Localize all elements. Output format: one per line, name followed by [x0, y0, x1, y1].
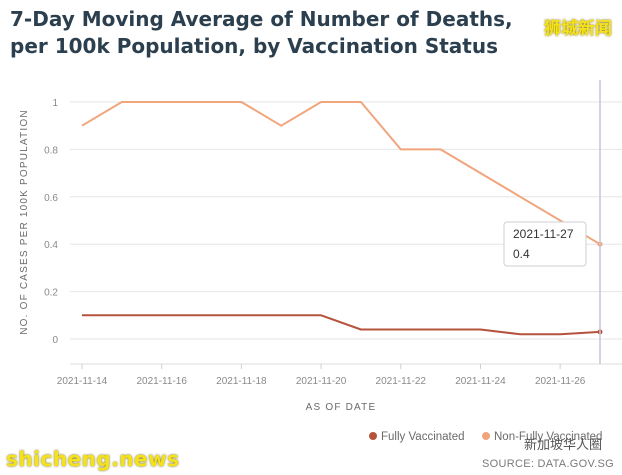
source-note: SOURCE: DATA.GOV.SG — [481, 458, 614, 470]
x-tick-labels: 2021-11-14 2021-11-16 2021-11-18 2021-11-20… — [57, 364, 586, 387]
y-axis-label: NO. OF CASES PER 100K POPULATION — [19, 109, 30, 335]
legend-label-fully-vaccinated[interactable]: Fully Vaccinated — [381, 431, 465, 443]
legend-swatch-non-fully-vaccinated — [482, 432, 490, 440]
series-lines — [81, 101, 603, 336]
y-tick-label: 0.2 — [44, 288, 58, 299]
y-tick-label: 0.4 — [44, 240, 58, 251]
y-tick-label: 0.6 — [44, 193, 58, 204]
y-tick-labels: 0 0.2 0.4 0.6 0.8 1 — [44, 98, 58, 346]
tooltip-date: 2021-11-27 — [513, 227, 574, 241]
x-tick-label: 2021-11-24 — [455, 376, 506, 387]
series-line-fully-vaccinated[interactable] — [82, 314, 601, 336]
tooltip: 2021-11-27 0.4 — [503, 221, 587, 267]
y-tick-label: 0.8 — [44, 145, 58, 156]
watermark-top-right: 狮城新闻 — [544, 19, 612, 39]
tooltip-box — [503, 221, 587, 267]
x-tick-label: 2021-11-22 — [376, 376, 427, 387]
y-tick-label: 0 — [52, 335, 58, 346]
series-line-non-fully-vaccinated[interactable] — [81, 101, 601, 246]
y-tick-label: 1 — [52, 98, 58, 109]
x-tick-label: 2021-11-16 — [136, 376, 187, 387]
legend-label-non-fully-vaccinated[interactable]: Non-Fully Vaccinated — [494, 431, 602, 443]
legend: Fully Vaccinated Non-Fully Vaccinated — [369, 431, 602, 443]
x-tick-label: 2021-11-26 — [535, 376, 586, 387]
watermark-sg-chinese-circle: 新加坡华人圈 — [523, 438, 602, 453]
watermark-shicheng-news: shicheng.news — [6, 447, 180, 471]
x-tick-label: 2021-11-14 — [57, 376, 108, 387]
tooltip-value: 0.4 — [513, 247, 530, 261]
x-axis-label: AS OF DATE — [306, 402, 377, 413]
x-tick-label: 2021-11-18 — [216, 376, 267, 387]
x-tick-label: 2021-11-20 — [296, 376, 347, 387]
legend-swatch-fully-vaccinated — [369, 432, 377, 440]
chart-title: 7-Day Moving Average of Number of Deaths… — [10, 7, 513, 58]
